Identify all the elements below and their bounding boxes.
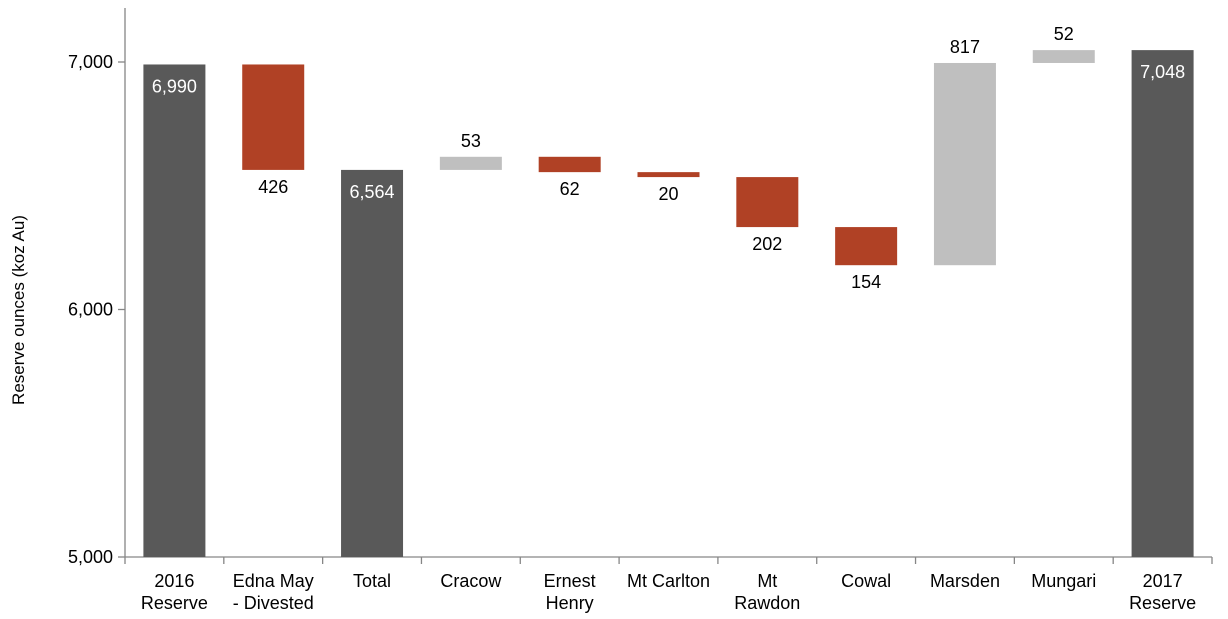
data-label: 52 [1054,24,1074,44]
axes: 5,000 6,000 7,000 [68,8,1213,567]
bar-decrease [538,156,601,173]
data-label: 6,990 [152,76,197,96]
bar-decrease [736,177,799,228]
category-label: Henry [546,593,594,613]
bar-decrease [242,64,305,170]
bar-decrease [835,227,898,266]
data-label: 53 [461,131,481,151]
category-label: Total [353,571,391,591]
category-label: Edna May [233,571,314,591]
bar-total [1131,50,1194,558]
bars [143,50,1194,558]
category-label: Ernest [544,571,596,591]
y-tick-label: 5,000 [68,547,113,567]
data-label: 426 [258,177,288,197]
category-label: Mt Carlton [627,571,710,591]
y-axis-title: Reserve ounces (koz Au) [9,215,28,405]
bar-increase [1032,50,1095,63]
data-label: 202 [752,234,782,254]
category-label: Mt [757,571,777,591]
bar-increase [933,62,996,266]
bar-increase [439,156,502,170]
category-label: Cowal [841,571,891,591]
data-labels: 6,990 426 6,564 53 62 20 202 154 817 52 7,048 [152,24,1185,292]
category-label: 2017 [1143,571,1183,591]
data-label: 62 [560,179,580,199]
data-label: 20 [658,184,678,204]
category-label: Reserve [1129,593,1196,613]
data-label: 154 [851,272,881,292]
category-label: - Divested [233,593,314,613]
data-label: 7,048 [1140,62,1185,82]
bar-total [143,64,206,557]
category-label: Rawdon [734,593,800,613]
category-label: Reserve [141,593,208,613]
y-tick-label: 6,000 [68,300,113,320]
data-label: 817 [950,37,980,57]
y-tick-label: 7,000 [68,52,113,72]
category-label: 2016 [154,571,194,591]
category-label: Marsden [930,571,1000,591]
bar-total [341,169,404,557]
bar-decrease [637,172,700,178]
category-label: Cracow [440,571,502,591]
data-label: 6,564 [350,182,395,202]
category-label: Mungari [1031,571,1096,591]
